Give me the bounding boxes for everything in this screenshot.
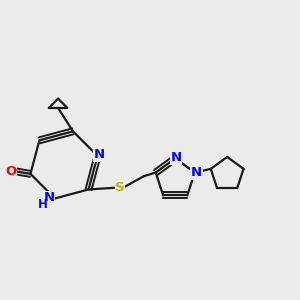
Text: H: H [38, 198, 48, 211]
Text: O: O [5, 165, 16, 178]
Text: N: N [94, 148, 105, 161]
Text: N: N [44, 191, 55, 204]
Text: N: N [170, 151, 182, 164]
Text: S: S [115, 181, 125, 194]
Text: N: N [191, 166, 202, 179]
